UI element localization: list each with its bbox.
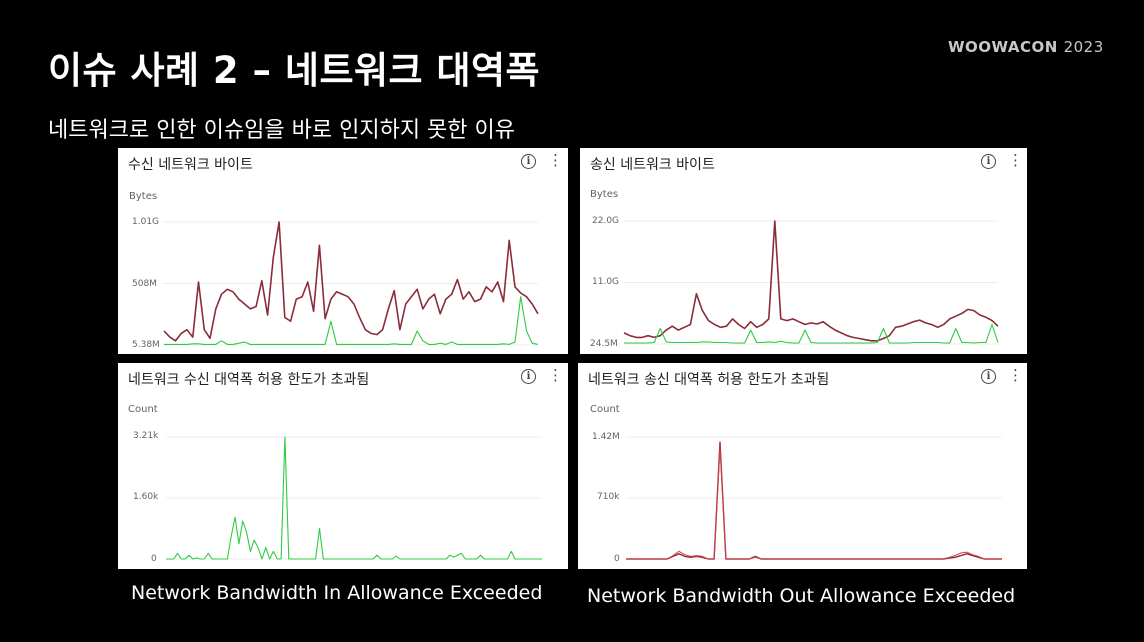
chart-panel-out-exceeded: 네트워크 송신 대역폭 허용 한도가 초과됨 i ⋮ Count 1.42M 7…: [578, 363, 1027, 569]
info-icon[interactable]: i: [521, 369, 536, 384]
brand-logo: WOOWACON 2023: [948, 38, 1104, 56]
out-exceeded-chart: [626, 436, 1002, 560]
y-tick-label: 0: [151, 554, 157, 564]
chart-panel-send: 송신 네트워크 바이트 i ⋮ Bytes 22.0G 11.0G 24.5M: [580, 148, 1027, 354]
y-tick-label: 710k: [597, 492, 620, 502]
y-tick-label: 0: [614, 554, 620, 564]
y-tick-label: 508M: [132, 279, 157, 289]
brand-year: 2023: [1063, 38, 1104, 56]
series-line-1: [166, 436, 542, 560]
series-line-2: [624, 323, 999, 344]
series-line-1: [626, 441, 1002, 560]
caption-out: Network Bandwidth Out Allowance Exceeded: [587, 585, 1016, 607]
series-line-1: [163, 221, 539, 342]
series-line-2: [626, 446, 1002, 560]
slide-title: 이슈 사례 2 – 네트워크 대역폭: [48, 49, 541, 92]
in-exceeded-chart: [166, 436, 542, 560]
info-icon[interactable]: i: [981, 154, 996, 169]
series-line-1: [623, 220, 999, 342]
y-axis-label: Count: [128, 404, 158, 415]
info-icon[interactable]: i: [521, 154, 536, 169]
y-tick-label: 1.01G: [132, 217, 160, 227]
y-tick-label: 22.0G: [592, 216, 620, 226]
y-tick-label: 1.42M: [592, 432, 620, 442]
chart-title: 수신 네트워크 바이트: [128, 157, 253, 173]
recv-bytes-chart: [163, 221, 539, 346]
y-axis-label: Bytes: [590, 189, 619, 200]
y-tick-label: 5.38M: [132, 340, 160, 350]
more-options-icon[interactable]: ⋮: [548, 151, 563, 169]
y-tick-label: 24.5M: [590, 339, 618, 349]
y-tick-label: 3.21k: [133, 431, 159, 441]
more-options-icon[interactable]: ⋮: [548, 366, 563, 384]
more-options-icon[interactable]: ⋮: [1008, 151, 1023, 169]
series-line-2: [164, 296, 539, 345]
y-axis-label: Count: [590, 404, 620, 415]
chart-panel-recv: 수신 네트워크 바이트 i ⋮ Bytes 1.01G 508M 5.38M: [118, 148, 568, 354]
chart-panel-in-exceeded: 네트워크 수신 대역폭 허용 한도가 초과됨 i ⋮ Count 3.21k 1…: [118, 363, 568, 569]
chart-title: 송신 네트워크 바이트: [590, 157, 715, 173]
chart-title: 네트워크 송신 대역폭 허용 한도가 초과됨: [588, 372, 830, 388]
y-tick-label: 1.60k: [133, 492, 159, 502]
brand-name: WOOWACON: [948, 38, 1058, 56]
slide-subtitle: 네트워크로 인한 이슈임을 바로 인지하지 못한 이유: [48, 118, 516, 143]
info-icon[interactable]: i: [981, 369, 996, 384]
chart-title: 네트워크 수신 대역폭 허용 한도가 초과됨: [128, 372, 370, 388]
more-options-icon[interactable]: ⋮: [1008, 366, 1023, 384]
caption-in: Network Bandwidth In Allowance Exceeded: [131, 582, 543, 604]
y-tick-label: 11.0G: [592, 277, 620, 287]
send-bytes-chart: [623, 220, 999, 345]
y-axis-label: Bytes: [129, 191, 158, 202]
